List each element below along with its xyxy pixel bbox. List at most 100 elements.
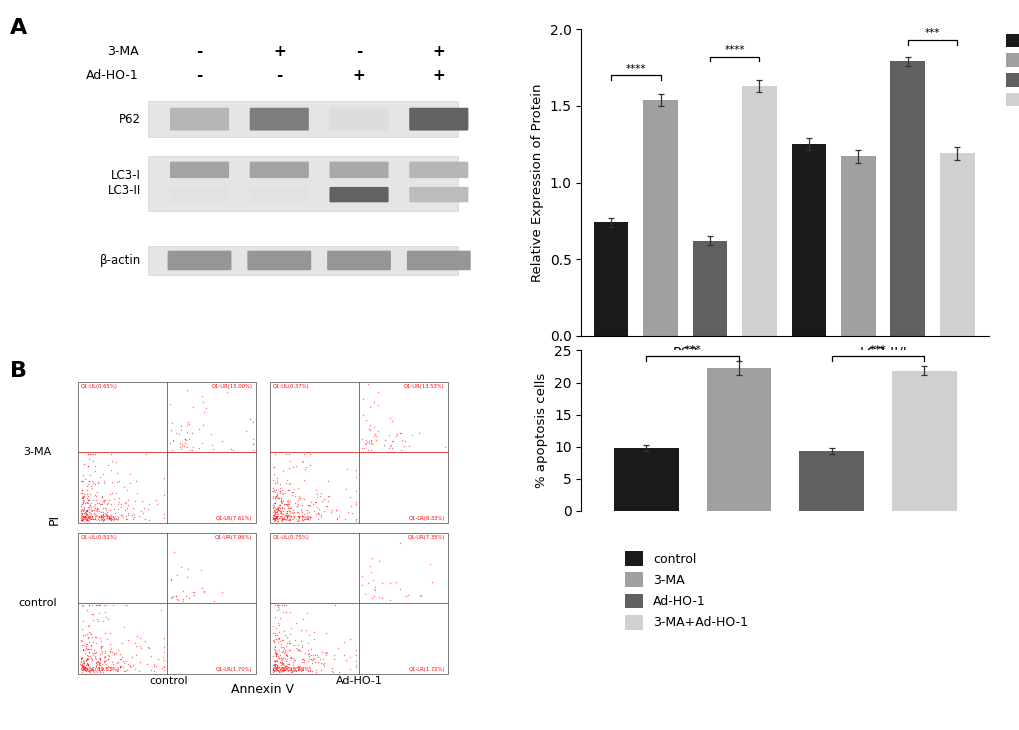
Point — [371, 555, 387, 566]
Text: Q1-UL(0.75%): Q1-UL(0.75%) — [273, 535, 310, 540]
Point — [77, 509, 94, 520]
Point — [277, 507, 293, 519]
Point — [98, 504, 114, 515]
Bar — [77, 533, 256, 674]
Point — [76, 515, 93, 526]
Point — [277, 499, 293, 510]
Point — [95, 663, 111, 675]
Point — [106, 647, 122, 658]
Point — [270, 652, 286, 664]
Point — [139, 658, 155, 670]
Text: Q1-LR(7.61%): Q1-LR(7.61%) — [216, 516, 253, 520]
Point — [165, 546, 181, 558]
Point — [290, 511, 307, 523]
Point — [93, 510, 109, 521]
Point — [282, 666, 299, 677]
Point — [109, 665, 125, 677]
Point — [316, 660, 332, 672]
Point — [272, 664, 288, 675]
Point — [73, 507, 90, 519]
Point — [357, 437, 373, 448]
Point — [266, 512, 282, 524]
Point — [265, 663, 281, 675]
Text: Q1-UL(0.65%): Q1-UL(0.65%) — [81, 384, 117, 389]
Text: control: control — [150, 676, 189, 685]
Point — [300, 655, 316, 666]
Point — [381, 442, 397, 454]
Point — [179, 563, 196, 575]
Point — [79, 478, 96, 490]
Point — [76, 507, 93, 518]
Point — [297, 647, 313, 658]
Point — [75, 657, 92, 669]
Point — [376, 434, 392, 446]
Point — [270, 626, 286, 638]
Point — [315, 658, 331, 669]
Point — [273, 646, 289, 658]
Point — [110, 474, 126, 486]
Point — [313, 664, 329, 675]
Point — [74, 659, 91, 671]
Point — [78, 653, 95, 665]
Point — [278, 599, 294, 611]
Point — [101, 647, 117, 658]
Point — [178, 572, 195, 583]
Point — [293, 642, 310, 653]
Point — [277, 652, 293, 664]
Point — [116, 666, 132, 677]
Point — [274, 641, 290, 653]
Point — [270, 510, 286, 522]
Point — [92, 652, 108, 664]
Point — [91, 599, 107, 611]
Point — [267, 491, 283, 502]
Point — [303, 653, 319, 664]
Point — [92, 631, 108, 643]
Point — [364, 553, 380, 564]
Point — [281, 498, 298, 510]
Point — [122, 469, 139, 480]
Point — [81, 453, 97, 465]
Point — [325, 653, 341, 665]
Point — [279, 484, 296, 496]
Point — [323, 507, 339, 518]
Text: Q1-LL(78.74%): Q1-LL(78.74%) — [81, 516, 120, 520]
Point — [77, 661, 94, 673]
Point — [274, 661, 290, 673]
Point — [99, 653, 115, 664]
Point — [387, 430, 404, 442]
Point — [106, 514, 122, 526]
Point — [76, 458, 93, 469]
Point — [264, 510, 280, 521]
Point — [131, 656, 148, 667]
Point — [97, 650, 113, 661]
Point — [287, 460, 304, 472]
Point — [121, 660, 138, 672]
Point — [117, 599, 133, 611]
Point — [284, 656, 301, 668]
Point — [77, 512, 94, 523]
Point — [269, 659, 285, 671]
Point — [274, 495, 290, 507]
Point — [363, 566, 379, 578]
Point — [74, 658, 91, 670]
Point — [177, 434, 194, 446]
Point — [290, 514, 307, 526]
Point — [339, 507, 356, 518]
Text: Q1-LL(90.18%): Q1-LL(90.18%) — [273, 667, 312, 672]
Bar — [593, 223, 628, 336]
Point — [95, 468, 111, 480]
Point — [77, 665, 94, 677]
Point — [123, 510, 140, 521]
Point — [274, 502, 290, 513]
Point — [83, 639, 99, 651]
Point — [86, 507, 102, 519]
Point — [74, 513, 91, 525]
Point — [118, 502, 135, 514]
Point — [105, 493, 121, 504]
Point — [310, 507, 326, 519]
Point — [369, 386, 385, 398]
Point — [88, 657, 104, 669]
Point — [126, 512, 143, 523]
Point — [94, 491, 110, 503]
Point — [87, 448, 103, 460]
